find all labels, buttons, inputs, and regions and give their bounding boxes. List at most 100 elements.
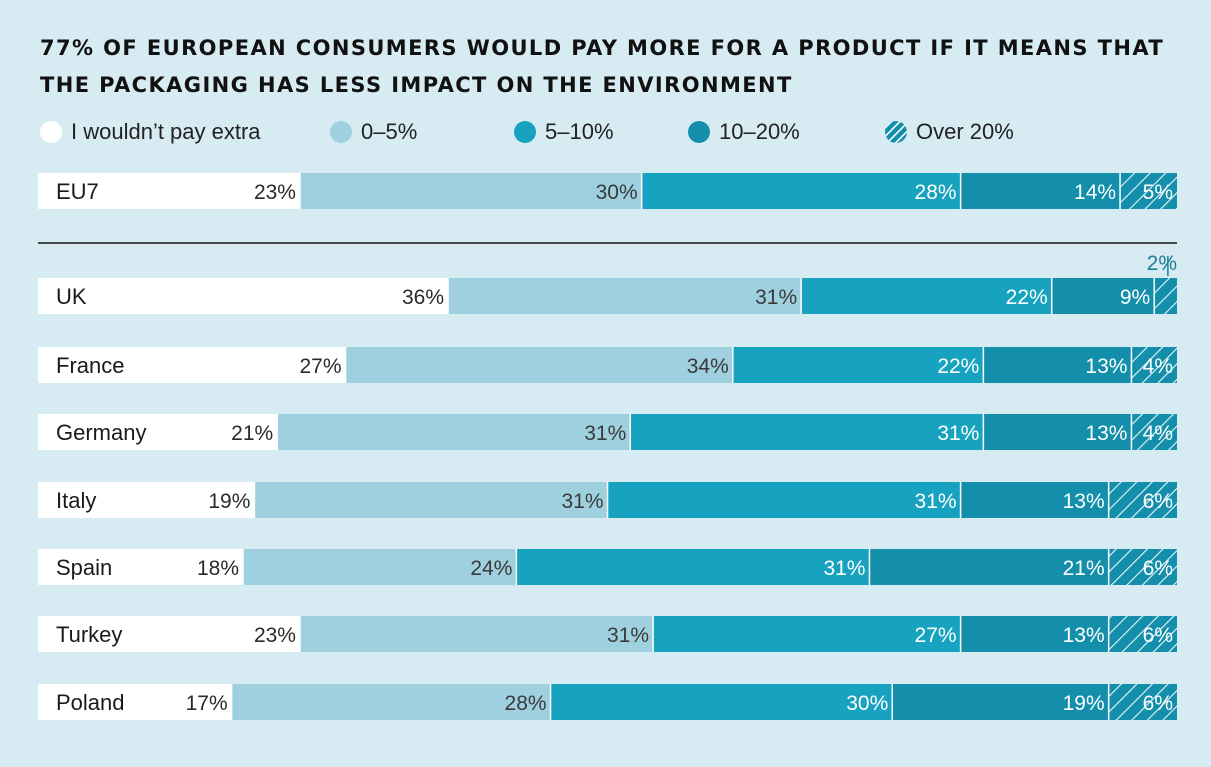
value-label-turkey-no-extra: 23%	[254, 624, 296, 647]
chart-title-line-2: THE PACKAGING HAS LESS IMPACT ON THE ENV…	[40, 73, 793, 97]
bar-segment-turkey-10-20	[960, 616, 1109, 652]
value-label-poland-0-5: 28%	[505, 692, 547, 715]
bar-segment-eu7-0-5	[299, 173, 642, 209]
legend-swatch-10-20	[688, 121, 710, 143]
value-label-turkey-10-20: 13%	[1063, 624, 1105, 647]
bar-segment-germany-0-5	[277, 414, 631, 450]
bar-segment-spain-5-10	[516, 549, 870, 585]
value-label-uk-0-5: 31%	[755, 286, 797, 309]
value-label-eu7-10-20: 14%	[1074, 181, 1116, 204]
legend-label-0-5: 0–5%	[361, 119, 418, 144]
bar-segment-spain-no-extra	[38, 549, 244, 585]
bar-segment-germany-over-20	[1131, 414, 1177, 450]
bar-segment-germany-no-extra	[38, 414, 278, 450]
value-label-uk-5-10: 22%	[1006, 286, 1048, 309]
chart-bars: 23% 30% 28% 14% 5% EU7 36% 31% 22% 9% 2% UK 27% 34% 22…	[38, 173, 1177, 720]
value-label-italy-no-extra: 19%	[208, 490, 250, 513]
value-label-turkey-5-10: 27%	[915, 624, 957, 647]
legend-item-0-5: 0–5%	[330, 116, 417, 148]
value-label-uk-over-20: 2%	[1147, 252, 1177, 275]
bar-segment-turkey-0-5	[299, 616, 654, 652]
bar-segment-germany-5-10	[630, 414, 984, 450]
bar-segment-eu7-no-extra	[38, 173, 300, 209]
value-label-turkey-over-20: 6%	[1143, 624, 1173, 647]
legend-item-over-20: Over 20%	[885, 116, 1014, 148]
bar-segment-turkey-over-20	[1108, 616, 1177, 652]
legend-label-no-extra: I wouldn’t pay extra	[71, 119, 261, 144]
bar-segment-italy-over-20	[1108, 482, 1177, 518]
legend-item-10-20: 10–20%	[688, 116, 800, 148]
bar-segment-uk-0-5	[448, 278, 802, 314]
value-label-turkey-0-5: 31%	[607, 624, 649, 647]
value-label-germany-0-5: 31%	[584, 422, 626, 445]
bar-segment-france-no-extra	[38, 347, 346, 383]
value-label-spain-5-10: 31%	[823, 557, 865, 580]
value-label-poland-5-10: 30%	[846, 692, 888, 715]
legend-swatch-5-10	[514, 121, 536, 143]
bar-segment-uk-5-10	[801, 278, 1052, 314]
value-label-italy-over-20: 6%	[1143, 490, 1173, 513]
legend-swatch-over-20	[885, 121, 907, 143]
bar-segment-spain-10-20	[869, 549, 1109, 585]
value-label-poland-over-20: 6%	[1143, 692, 1173, 715]
value-label-poland-10-20: 19%	[1063, 692, 1105, 715]
value-label-eu7-no-extra: 23%	[254, 181, 296, 204]
bar-segment-italy-no-extra	[38, 482, 255, 518]
bar-segment-eu7-10-20	[960, 173, 1121, 209]
bar-segment-italy-5-10	[607, 482, 961, 518]
category-label-poland: Poland	[56, 690, 125, 715]
bar-segment-france-0-5	[345, 347, 733, 383]
bar-segment-poland-5-10	[550, 684, 893, 720]
bar-segment-eu7-5-10	[641, 173, 961, 209]
value-label-eu7-over-20: 5%	[1143, 181, 1173, 204]
value-label-italy-10-20: 13%	[1063, 490, 1105, 513]
bar-segment-italy-10-20	[960, 482, 1109, 518]
bar-segment-spain-0-5	[243, 549, 517, 585]
bar-segment-france-5-10	[732, 347, 984, 383]
bar-segment-france-10-20	[983, 347, 1132, 383]
bar-segment-poland-10-20	[892, 684, 1109, 720]
bar-segment-italy-0-5	[254, 482, 608, 518]
bar-segment-poland-no-extra	[38, 684, 232, 720]
value-label-spain-no-extra: 18%	[197, 557, 239, 580]
chart-title-line-1: 77% OF EUROPEAN CONSUMERS WOULD PAY MORE…	[40, 36, 1165, 60]
legend-label-10-20: 10–20%	[719, 119, 800, 144]
value-label-spain-over-20: 6%	[1143, 557, 1173, 580]
value-label-uk-no-extra: 36%	[402, 286, 444, 309]
value-label-italy-0-5: 31%	[561, 490, 603, 513]
bar-segment-poland-0-5	[231, 684, 551, 720]
legend-swatch-no-extra	[40, 121, 62, 143]
legend-item-no-extra: I wouldn’t pay extra	[40, 116, 261, 148]
value-label-uk-10-20: 9%	[1120, 286, 1150, 309]
bar-segment-turkey-5-10	[653, 616, 961, 652]
bar-segment-poland-over-20	[1108, 684, 1177, 720]
bar-segment-eu7-over-20	[1120, 173, 1177, 209]
value-label-spain-10-20: 21%	[1063, 557, 1105, 580]
bar-segment-spain-over-20	[1108, 549, 1177, 585]
category-label-france: France	[56, 353, 124, 378]
value-label-eu7-5-10: 28%	[915, 181, 957, 204]
value-label-france-10-20: 13%	[1085, 355, 1127, 378]
value-label-france-5-10: 22%	[937, 355, 979, 378]
legend-swatch-0-5	[330, 121, 352, 143]
bar-segment-uk-over-20	[1154, 278, 1177, 314]
category-label-uk: UK	[56, 284, 87, 309]
value-label-germany-10-20: 13%	[1085, 422, 1127, 445]
bar-segment-uk-no-extra	[38, 278, 449, 314]
category-label-spain: Spain	[56, 555, 112, 580]
category-label-turkey: Turkey	[56, 622, 122, 647]
bar-segment-uk-10-20	[1051, 278, 1155, 314]
legend-label-5-10: 5–10%	[545, 119, 614, 144]
category-label-italy: Italy	[56, 488, 96, 513]
legend-label-over-20: Over 20%	[916, 119, 1014, 144]
value-label-france-over-20: 4%	[1143, 355, 1173, 378]
bar-segment-turkey-no-extra	[38, 616, 300, 652]
value-label-poland-no-extra: 17%	[186, 692, 228, 715]
value-label-france-no-extra: 27%	[299, 355, 341, 378]
chart-title: 77% OF EUROPEAN CONSUMERS WOULD PAY MORE…	[40, 30, 1170, 104]
chart-legend: I wouldn’t pay extra 0–5% 5–10% 10–20% O…	[40, 116, 1180, 148]
value-label-germany-over-20: 4%	[1143, 422, 1173, 445]
legend-item-5-10: 5–10%	[514, 116, 614, 148]
value-label-france-0-5: 34%	[687, 355, 729, 378]
